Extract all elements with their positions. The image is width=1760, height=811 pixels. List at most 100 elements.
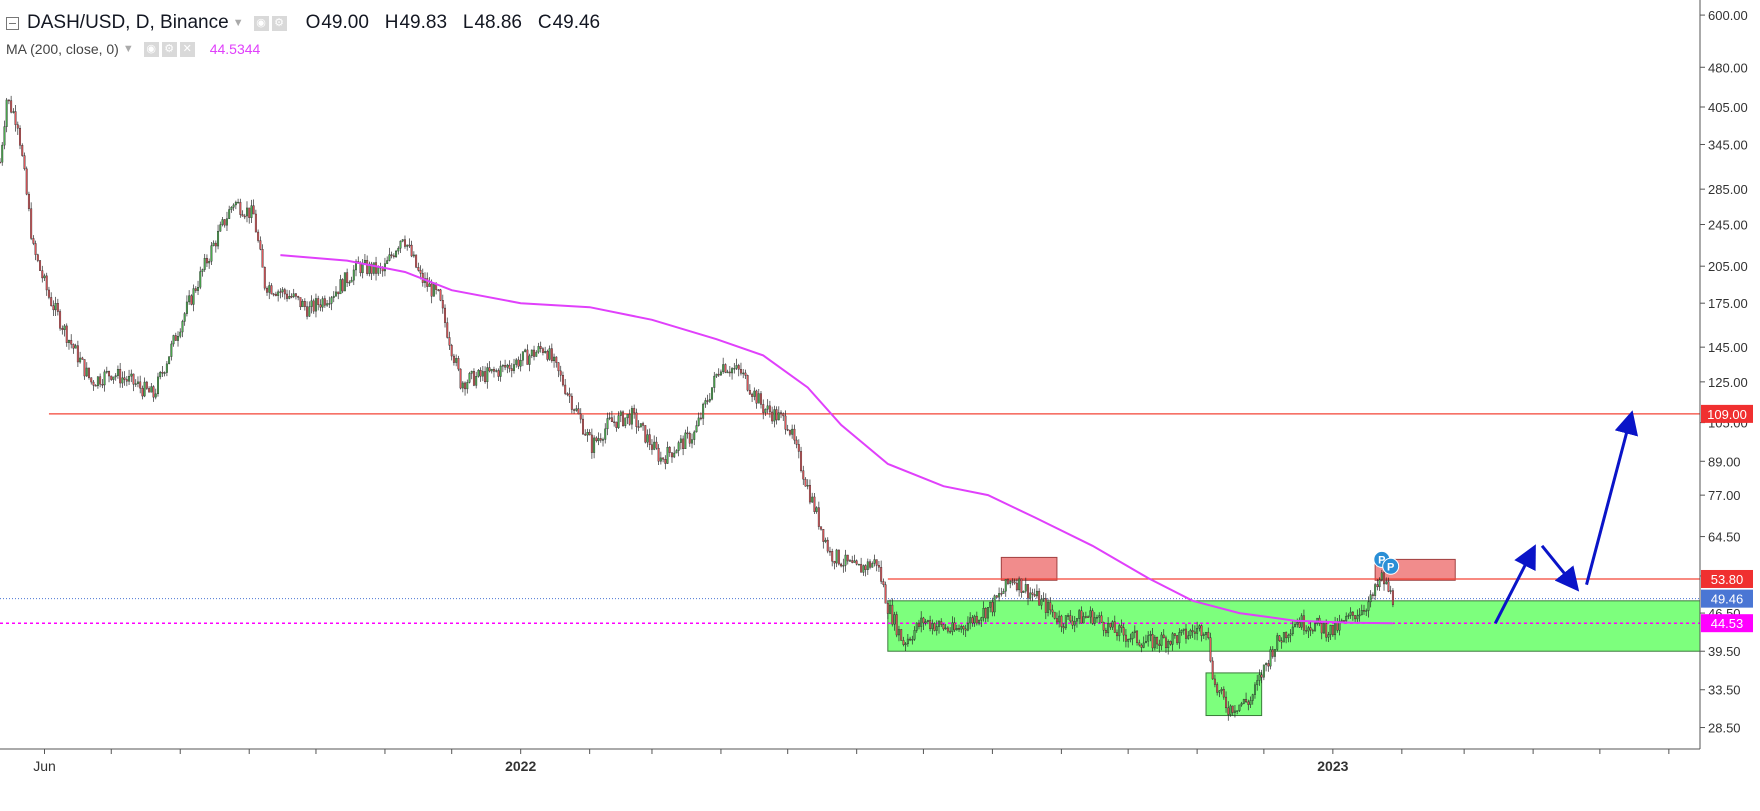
candle-down (484, 371, 487, 383)
candle-up (1251, 694, 1254, 701)
candle-down (257, 231, 260, 241)
candle-down (441, 300, 444, 309)
price-tick-label: 480.00 (1708, 60, 1748, 75)
candle-down (21, 145, 24, 156)
candle-down (464, 382, 467, 390)
candle-up (544, 350, 547, 353)
candle-up (246, 207, 248, 217)
chevron-down-icon[interactable]: ▼ (122, 43, 134, 55)
candle-down (23, 155, 26, 170)
candle-down (541, 348, 544, 353)
candle-down (488, 367, 491, 372)
candle-up (535, 351, 538, 357)
candle-up (646, 434, 649, 443)
candle-down (771, 411, 774, 422)
candle-up (292, 293, 295, 297)
candle-up (335, 291, 337, 297)
candle-down (306, 306, 309, 317)
candle-down (312, 300, 315, 312)
candle-down (39, 260, 42, 271)
candle-down (1222, 689, 1225, 698)
candle-down (800, 451, 803, 471)
candle-up (842, 564, 845, 567)
candle-down (76, 345, 79, 363)
candle-down (65, 325, 68, 343)
candle-up (528, 355, 531, 365)
candle-up (735, 365, 738, 369)
candle-down (294, 293, 297, 297)
candle-down (274, 293, 277, 296)
candle-up (871, 563, 874, 568)
candle-down (161, 371, 164, 374)
indicator-title[interactable]: MA (200, close, 0) (6, 41, 119, 57)
price-axis[interactable]: 600.00 480.00 405.00 345.00 285.00 245.00 205.… (1699, 0, 1753, 749)
candle-down (557, 362, 560, 372)
time-axis[interactable]: Jun 2022 2023 (0, 748, 1700, 774)
gear-icon[interactable]: ⚙ (271, 15, 287, 31)
candle-up (136, 381, 139, 384)
candle-down (1113, 621, 1116, 633)
eye-icon[interactable]: ◉ (143, 41, 159, 57)
candle-up (824, 539, 827, 542)
gear-icon[interactable]: ⚙ (161, 41, 177, 57)
candle-down (1007, 579, 1009, 584)
candle-down (1200, 625, 1203, 636)
candle-up (513, 364, 515, 371)
candle-up (192, 288, 195, 305)
candle-down (550, 348, 553, 362)
candle-down (266, 287, 268, 293)
candle-up (350, 279, 353, 283)
candle-up (1182, 628, 1185, 631)
candle-down (34, 243, 37, 255)
candle-up (1098, 615, 1101, 618)
candle-down (132, 373, 135, 385)
candle-down (375, 262, 378, 274)
candle-up (1196, 627, 1199, 634)
candle-up (626, 413, 629, 419)
candle-down (1311, 629, 1314, 632)
candle-down (1060, 615, 1063, 627)
candle-down (817, 507, 820, 527)
candle-up (1042, 598, 1045, 600)
candle-up (386, 260, 389, 264)
candle-down (880, 567, 883, 582)
collapse-icon[interactable] (6, 16, 19, 30)
candle-down (1227, 707, 1230, 715)
candle-up (212, 242, 215, 246)
candle-up (982, 608, 985, 618)
candle-up (726, 371, 729, 374)
candle-down (782, 413, 785, 417)
candle-down (946, 627, 949, 632)
close-icon[interactable]: ✕ (179, 41, 195, 57)
candle-up (1035, 590, 1038, 597)
candle-down (918, 622, 920, 627)
candle-up (12, 111, 15, 113)
candle-up (1149, 634, 1152, 636)
candle-up (893, 614, 896, 625)
candle-down (1185, 628, 1187, 639)
candle-up (659, 457, 662, 462)
candle-down (446, 322, 449, 338)
candle-down (1062, 626, 1065, 629)
price-tick-label: 33.50 (1708, 683, 1741, 698)
candle-up (1133, 630, 1136, 633)
symbol-title[interactable]: DASH/USD, D, Binance (27, 12, 229, 33)
candle-up (1047, 602, 1050, 613)
candle-down (884, 584, 887, 604)
candle-up (904, 643, 907, 646)
candle-down (426, 278, 429, 287)
candle-up (74, 345, 77, 349)
candle-down (303, 301, 306, 307)
candle-down (403, 239, 406, 247)
candle-down (1173, 633, 1176, 636)
candle-down (297, 296, 300, 298)
chevron-down-icon[interactable]: ▼ (232, 17, 244, 29)
candle-up (913, 630, 916, 640)
candle-down (1260, 674, 1263, 678)
candle-up (85, 367, 88, 377)
candle-up (766, 405, 769, 410)
candle-up (915, 622, 918, 631)
candle-down (655, 441, 658, 449)
eye-icon[interactable]: ◉ (253, 15, 269, 31)
